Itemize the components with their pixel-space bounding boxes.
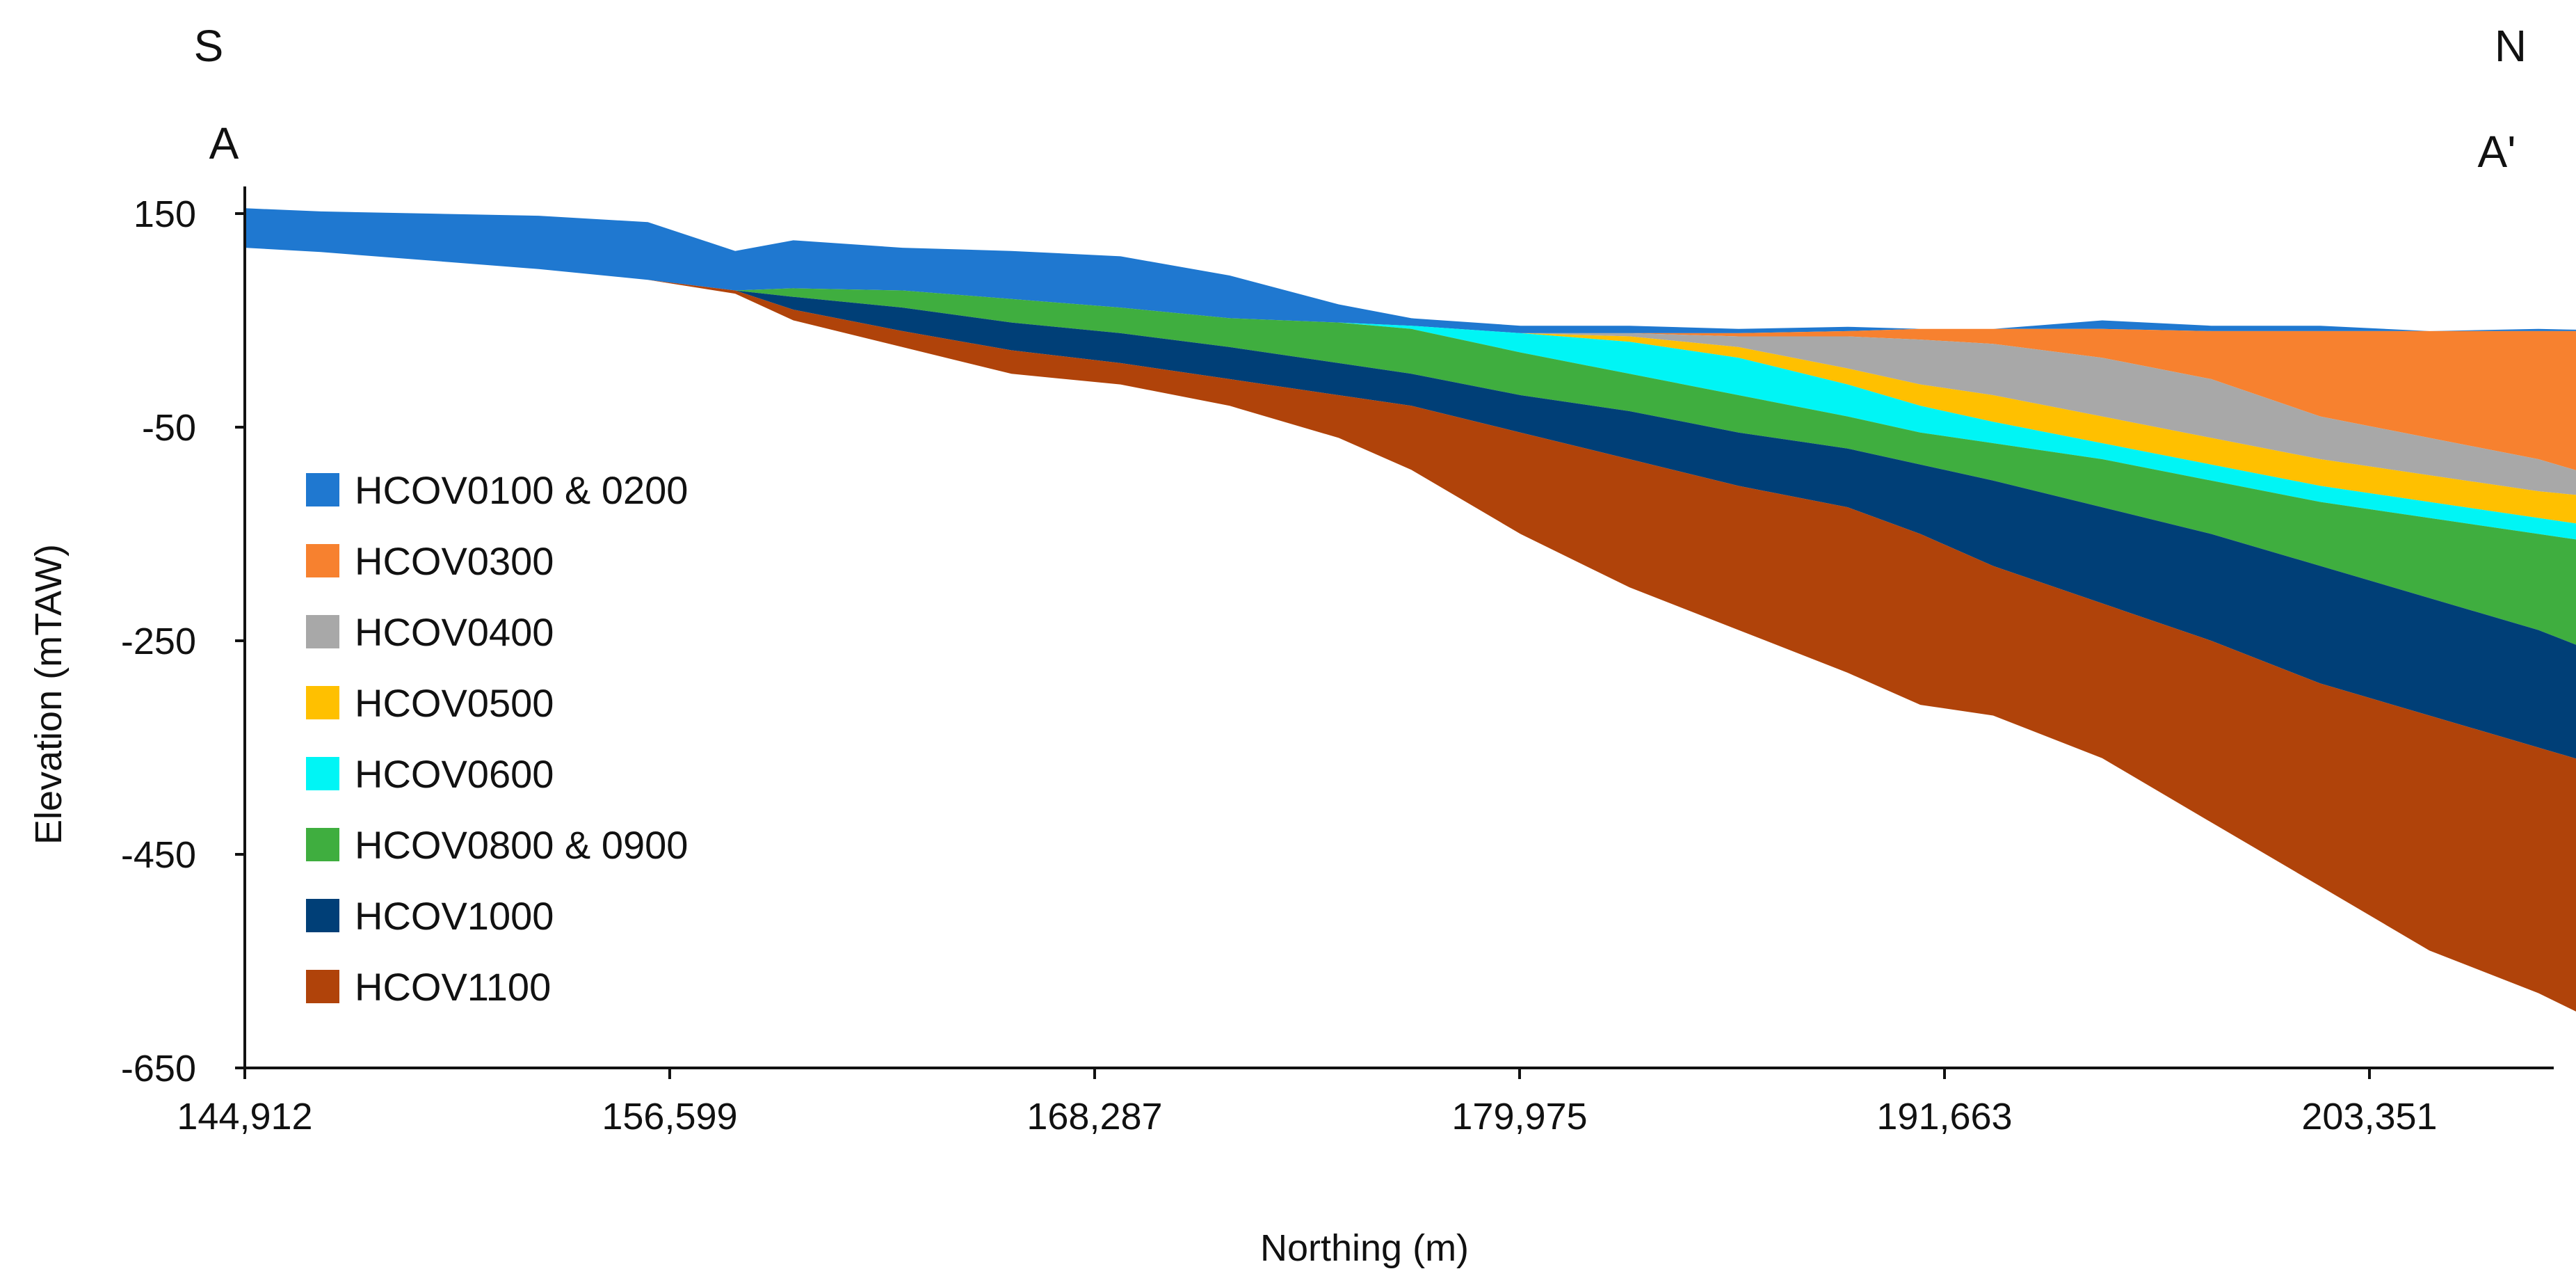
legend-swatch <box>306 828 339 861</box>
corner-label-a-prime: A' <box>2478 127 2516 177</box>
area-hcov0300 <box>245 248 2576 470</box>
x-tick-label: 179,975 <box>1451 1096 1587 1138</box>
legend-label: HCOV0600 <box>355 752 554 796</box>
x-tick-label: 144,912 <box>177 1096 312 1138</box>
legend-label: HCOV1100 <box>355 965 551 1009</box>
legend-swatch <box>306 544 339 577</box>
y-tick-label: -650 <box>121 1048 196 1090</box>
legend: HCOV0100 & 0200 HCOV0300 HCOV0400 HCOV0500 H… <box>306 468 688 1009</box>
corner-label-n: N <box>2495 21 2527 71</box>
legend-label: HCOV0300 <box>355 539 554 583</box>
y-tick-label: -450 <box>121 834 196 876</box>
area-hcov0400 <box>245 248 2576 495</box>
area-hcov0100-0200 <box>245 208 2576 333</box>
legend-label: HCOV0500 <box>355 681 554 725</box>
area-series-group <box>245 208 2576 1012</box>
legend-swatch <box>306 615 339 648</box>
x-tick-label: 191,663 <box>1876 1096 2012 1138</box>
corner-label-a: A <box>209 118 239 168</box>
legend-label: HCOV0800 & 0900 <box>355 823 688 867</box>
y-ticks: 150 -50 -250 -450 -650 <box>121 193 245 1090</box>
x-tick-label: 156,599 <box>602 1096 737 1138</box>
legend-swatch <box>306 757 339 790</box>
corner-label-s: S <box>194 21 224 71</box>
x-tick-label: 203,351 <box>2301 1096 2437 1138</box>
legend-label: HCOV1000 <box>355 894 554 938</box>
x-ticks: 144,912 156,599 168,287 179,975 191,663 203,3… <box>177 1068 2438 1138</box>
x-axis-title: Northing (m) <box>1260 1227 1469 1269</box>
y-tick-label: 150 <box>134 193 196 235</box>
legend-swatch <box>306 686 339 719</box>
legend-swatch <box>306 970 339 1003</box>
y-axis-title: Elevation (mTAW) <box>28 544 70 845</box>
y-tick-label: -250 <box>121 621 196 662</box>
axes <box>243 186 2554 1069</box>
legend-label: HCOV0400 <box>355 610 554 654</box>
legend-swatch <box>306 473 339 506</box>
legend-label: HCOV0100 & 0200 <box>355 468 688 512</box>
x-tick-label: 168,287 <box>1027 1096 1162 1138</box>
y-tick-label: -50 <box>142 407 196 449</box>
area-hcov1100 <box>245 248 2576 1012</box>
legend-swatch <box>306 899 339 932</box>
